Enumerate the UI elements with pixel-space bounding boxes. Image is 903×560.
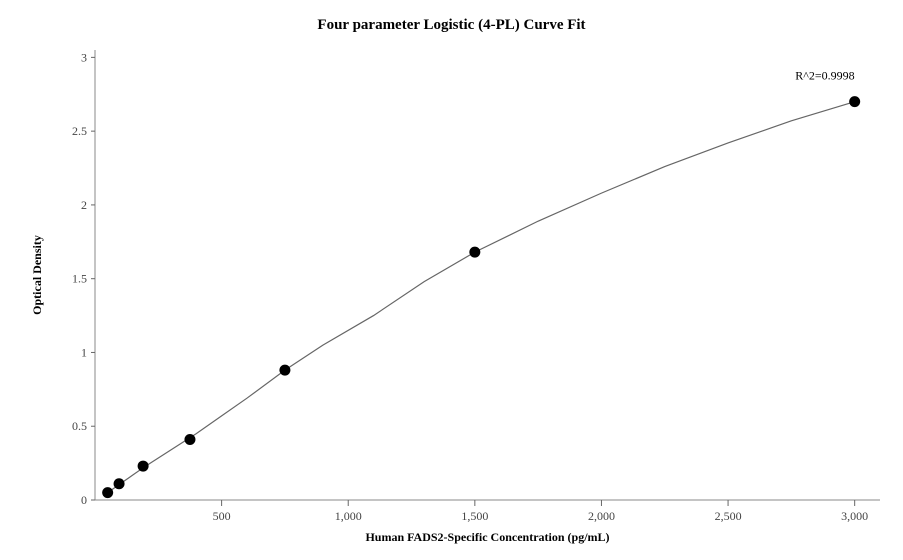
fit-curve xyxy=(108,102,855,493)
x-tick-label: 500 xyxy=(213,509,231,523)
data-point xyxy=(138,461,149,472)
x-tick-label: 3,000 xyxy=(841,509,868,523)
x-tick-label: 1,000 xyxy=(335,509,362,523)
y-tick-label: 2 xyxy=(81,198,87,212)
y-tick-label: 0 xyxy=(81,493,87,507)
x-tick-label: 2,500 xyxy=(715,509,742,523)
data-point xyxy=(102,487,113,498)
chart-svg: 500 1,000 1,500 2,000 2,500 3,000 0 0.5 1 1.5 2 2.5… xyxy=(0,0,903,560)
x-tick-label: 2,000 xyxy=(588,509,615,523)
data-point xyxy=(279,365,290,376)
r-squared-annotation: R^2=0.9998 xyxy=(795,69,854,83)
y-tick-label: 0.5 xyxy=(72,419,87,433)
y-tick-label: 1.5 xyxy=(72,272,87,286)
x-tick-label: 1,500 xyxy=(461,509,488,523)
data-point xyxy=(184,434,195,445)
data-point xyxy=(849,96,860,107)
data-point xyxy=(469,247,480,258)
data-point xyxy=(114,478,125,489)
y-tick-label: 3 xyxy=(81,50,87,64)
y-tick-label: 2.5 xyxy=(72,124,87,138)
y-tick-label: 1 xyxy=(81,345,87,359)
